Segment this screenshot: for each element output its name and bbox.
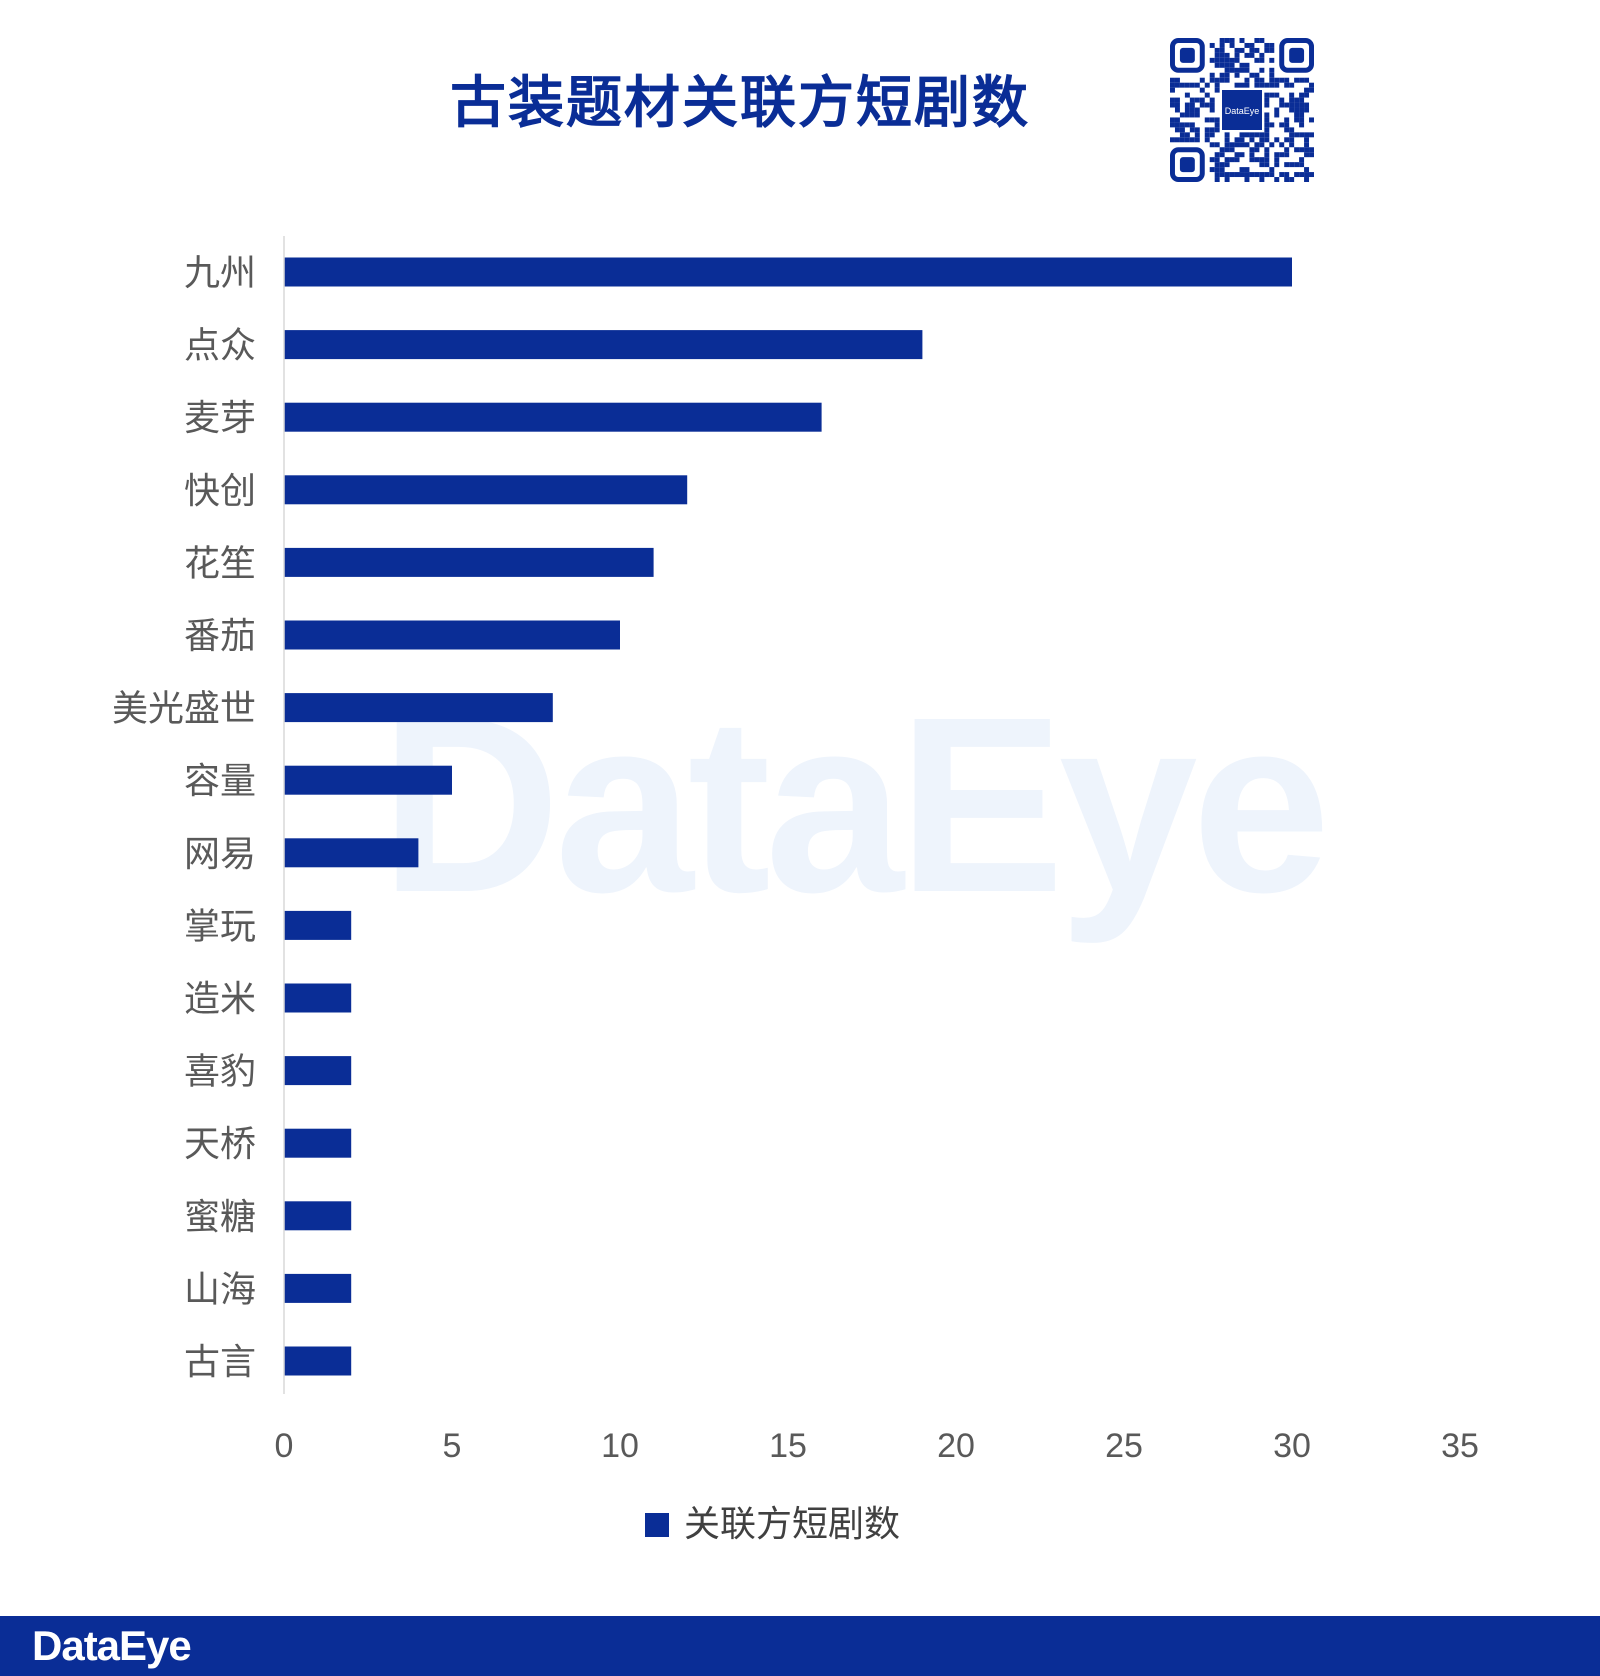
- category-label: 点众: [184, 326, 256, 367]
- category-label: 美光盛世: [112, 689, 256, 730]
- category-label: 麦芽: [184, 398, 256, 439]
- bar-11: [284, 1056, 352, 1086]
- x-tick-label: 25: [1105, 1427, 1143, 1465]
- category-label: 古言: [184, 1342, 256, 1383]
- category-label: 九州: [184, 253, 256, 294]
- bar-1: [284, 330, 923, 360]
- bar-13: [284, 1201, 352, 1231]
- qr-center-label: DataEye: [1225, 106, 1260, 116]
- category-label: 造米: [184, 979, 256, 1020]
- category-label: 花笙: [184, 543, 256, 584]
- category-label: 网易: [184, 834, 256, 875]
- bar-14: [284, 1273, 352, 1303]
- legend-label: 关联方短剧数: [684, 1504, 900, 1545]
- bar-10: [284, 983, 352, 1013]
- bar-9: [284, 910, 352, 940]
- x-tick-label: 5: [443, 1427, 462, 1465]
- category-label: 喜豹: [184, 1052, 256, 1093]
- x-tick-label: 35: [1441, 1427, 1479, 1465]
- category-label: 容量: [184, 761, 256, 802]
- bar-6: [284, 693, 553, 723]
- x-tick-label: 10: [601, 1427, 639, 1465]
- bar-2: [284, 402, 822, 432]
- bar-15: [284, 1346, 352, 1376]
- category-label: 番茄: [184, 616, 256, 657]
- legend-swatch: [645, 1513, 669, 1537]
- bar-4: [284, 547, 654, 577]
- x-tick-label: 0: [275, 1427, 294, 1465]
- footer-bar: DataEye: [0, 1616, 1600, 1676]
- x-tick-label: 20: [937, 1427, 975, 1465]
- category-label: 掌玩: [184, 906, 256, 947]
- x-tick-label: 30: [1273, 1427, 1311, 1465]
- chart-title: 古装题材关联方短剧数: [450, 71, 1030, 136]
- category-label: 天桥: [184, 1124, 256, 1165]
- footer-brand: DataEye: [32, 1622, 192, 1669]
- bar-0: [284, 257, 1292, 287]
- bar-5: [284, 620, 620, 650]
- qr-code: DataEye: [1170, 38, 1314, 182]
- category-label: 快创: [184, 471, 256, 512]
- category-label: 山海: [184, 1269, 256, 1310]
- legend: 关联方短剧数: [645, 1504, 900, 1545]
- bar-7: [284, 765, 452, 795]
- bar-3: [284, 475, 688, 505]
- category-label: 蜜糖: [184, 1197, 256, 1238]
- x-tick-label: 15: [769, 1427, 807, 1465]
- bar-8: [284, 838, 419, 868]
- bar-12: [284, 1128, 352, 1158]
